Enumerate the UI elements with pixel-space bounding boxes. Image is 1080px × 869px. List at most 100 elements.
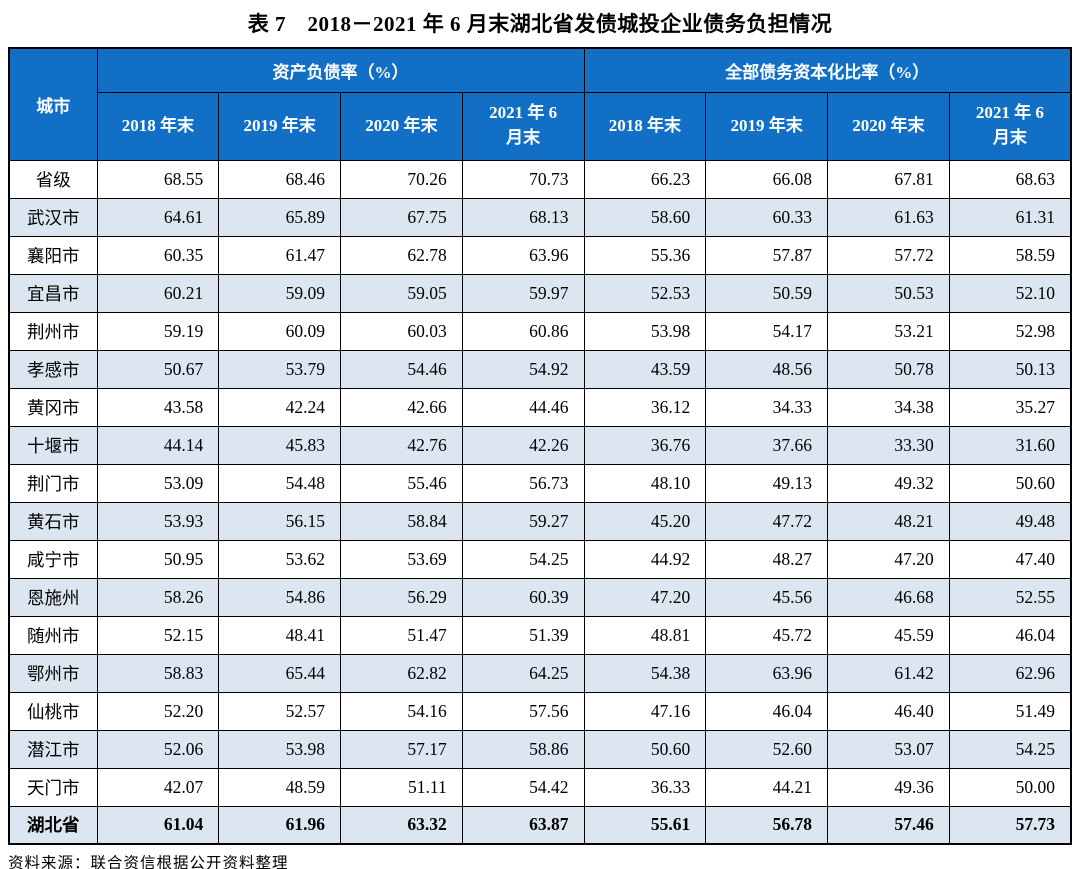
value-cell: 57.46: [827, 805, 950, 845]
period-header-2018-right: 2018 年末: [583, 91, 707, 161]
value-cell: 48.41: [218, 615, 341, 655]
value-cell: 59.27: [461, 501, 585, 541]
value-cell: 53.21: [827, 311, 950, 351]
value-cell: 45.59: [827, 615, 950, 655]
value-cell: 50.59: [705, 273, 828, 313]
value-cell: 36.76: [583, 425, 707, 465]
value-cell: 61.96: [218, 805, 341, 845]
value-cell: 61.04: [96, 805, 220, 845]
value-cell: 48.10: [583, 463, 707, 503]
value-cell: 54.42: [461, 767, 585, 807]
value-cell: 54.38: [583, 653, 707, 693]
city-cell: 黄冈市: [8, 387, 98, 427]
value-cell: 54.17: [705, 311, 828, 351]
value-cell: 49.13: [705, 463, 828, 503]
value-cell: 52.53: [583, 273, 707, 313]
table-row: 黄冈市 43.58 42.24 42.66 44.46 36.12 34.33 34.38 35…: [8, 387, 1072, 427]
period-header-2021h1-left: 2021 年 6 月末: [461, 91, 585, 161]
table-row: 天门市 42.07 48.59 51.11 54.42 36.33 44.21 49.36 50…: [8, 767, 1072, 807]
value-cell: 61.47: [218, 235, 341, 275]
value-cell: 52.20: [96, 691, 220, 731]
value-cell: 42.07: [96, 767, 220, 807]
group-header-asset-liability-ratio: 资产负债率（%）: [96, 47, 585, 93]
table-row: 省级 68.55 68.46 70.26 70.73 66.23 66.08 67.81 68.…: [8, 159, 1072, 199]
city-cell: 荆门市: [8, 463, 98, 503]
value-cell: 53.98: [218, 729, 341, 769]
value-cell: 58.86: [461, 729, 585, 769]
value-cell: 36.33: [583, 767, 707, 807]
value-cell: 49.32: [827, 463, 950, 503]
value-cell: 56.15: [218, 501, 341, 541]
city-cell: 省级: [8, 159, 98, 199]
value-cell: 52.60: [705, 729, 828, 769]
value-cell: 50.00: [948, 767, 1072, 807]
value-cell: 48.27: [705, 539, 828, 579]
value-cell: 59.19: [96, 311, 220, 351]
value-cell: 50.60: [583, 729, 707, 769]
city-cell: 荆州市: [8, 311, 98, 351]
table-row: 荆门市 53.09 54.48 55.46 56.73 48.10 49.13 49.32 50…: [8, 463, 1072, 503]
value-cell: 45.72: [705, 615, 828, 655]
table-row: 咸宁市 50.95 53.62 53.69 54.25 44.92 48.27 47.20 47…: [8, 539, 1072, 579]
table-header: 城市 资产负债率（%） 全部债务资本化比率（%） 2018 年末 2019 年末…: [8, 47, 1072, 161]
value-cell: 52.10: [948, 273, 1072, 313]
table-row: 孝感市 50.67 53.79 54.46 54.92 43.59 48.56 50.78 50…: [8, 349, 1072, 389]
table-row: 黄石市 53.93 56.15 58.84 59.27 45.20 47.72 48.21 49…: [8, 501, 1072, 541]
value-cell: 60.86: [461, 311, 585, 351]
group-header-row: 城市 资产负债率（%） 全部债务资本化比率（%）: [8, 47, 1072, 161]
group-header-debt-capitalization-ratio: 全部债务资本化比率（%）: [583, 47, 1072, 93]
city-cell: 咸宁市: [8, 539, 98, 579]
value-cell: 54.16: [340, 691, 463, 731]
value-cell: 54.25: [948, 729, 1072, 769]
value-cell: 43.59: [583, 349, 707, 389]
value-cell: 42.76: [340, 425, 463, 465]
city-cell: 恩施州: [8, 577, 98, 617]
value-cell: 33.30: [827, 425, 950, 465]
value-cell: 51.47: [340, 615, 463, 655]
value-cell: 60.39: [461, 577, 585, 617]
table-row: 仙桃市 52.20 52.57 54.16 57.56 47.16 46.04 46.40 51…: [8, 691, 1072, 731]
value-cell: 51.39: [461, 615, 585, 655]
value-cell: 46.04: [705, 691, 828, 731]
table-body: 省级 68.55 68.46 70.26 70.73 66.23 66.08 67.81 68.…: [8, 159, 1072, 845]
value-cell: 56.78: [705, 805, 828, 845]
value-cell: 48.21: [827, 501, 950, 541]
value-cell: 36.12: [583, 387, 707, 427]
value-cell: 44.14: [96, 425, 220, 465]
value-cell: 50.67: [96, 349, 220, 389]
value-cell: 54.92: [461, 349, 585, 389]
value-cell: 61.31: [948, 197, 1072, 237]
value-cell: 43.58: [96, 387, 220, 427]
value-cell: 60.21: [96, 273, 220, 313]
value-cell: 70.26: [340, 159, 463, 199]
value-cell: 63.87: [461, 805, 585, 845]
period-header-row: 2018 年末 2019 年末 2020 年末 2021 年 6 月末 2018…: [9, 91, 1072, 161]
value-cell: 56.73: [461, 463, 585, 503]
value-cell: 52.15: [96, 615, 220, 655]
city-cell: 黄石市: [8, 501, 98, 541]
city-cell: 十堰市: [8, 425, 98, 465]
value-cell: 42.24: [218, 387, 341, 427]
value-cell: 53.62: [218, 539, 341, 579]
value-cell: 59.09: [218, 273, 341, 313]
value-cell: 42.26: [461, 425, 585, 465]
table-row: 潜江市 52.06 53.98 57.17 58.86 50.60 52.60 53.07 54…: [8, 729, 1072, 769]
value-cell: 47.72: [705, 501, 828, 541]
value-cell: 64.25: [461, 653, 585, 693]
value-cell: 31.60: [948, 425, 1072, 465]
value-cell: 54.46: [340, 349, 463, 389]
value-cell: 52.98: [948, 311, 1072, 351]
value-cell: 57.56: [461, 691, 585, 731]
value-cell: 55.46: [340, 463, 463, 503]
table-row: 湖北省 61.04 61.96 63.32 63.87 55.61 56.78 57.46 57…: [8, 805, 1072, 845]
value-cell: 54.25: [461, 539, 585, 579]
value-cell: 52.06: [96, 729, 220, 769]
city-cell: 宜昌市: [8, 273, 98, 313]
city-cell: 潜江市: [8, 729, 98, 769]
value-cell: 66.23: [583, 159, 707, 199]
value-cell: 44.21: [705, 767, 828, 807]
page-title: 表 7 2018－2021 年 6 月末湖北省发债城投企业债务负担情况: [247, 12, 833, 36]
value-cell: 62.96: [948, 653, 1072, 693]
value-cell: 55.61: [583, 805, 707, 845]
